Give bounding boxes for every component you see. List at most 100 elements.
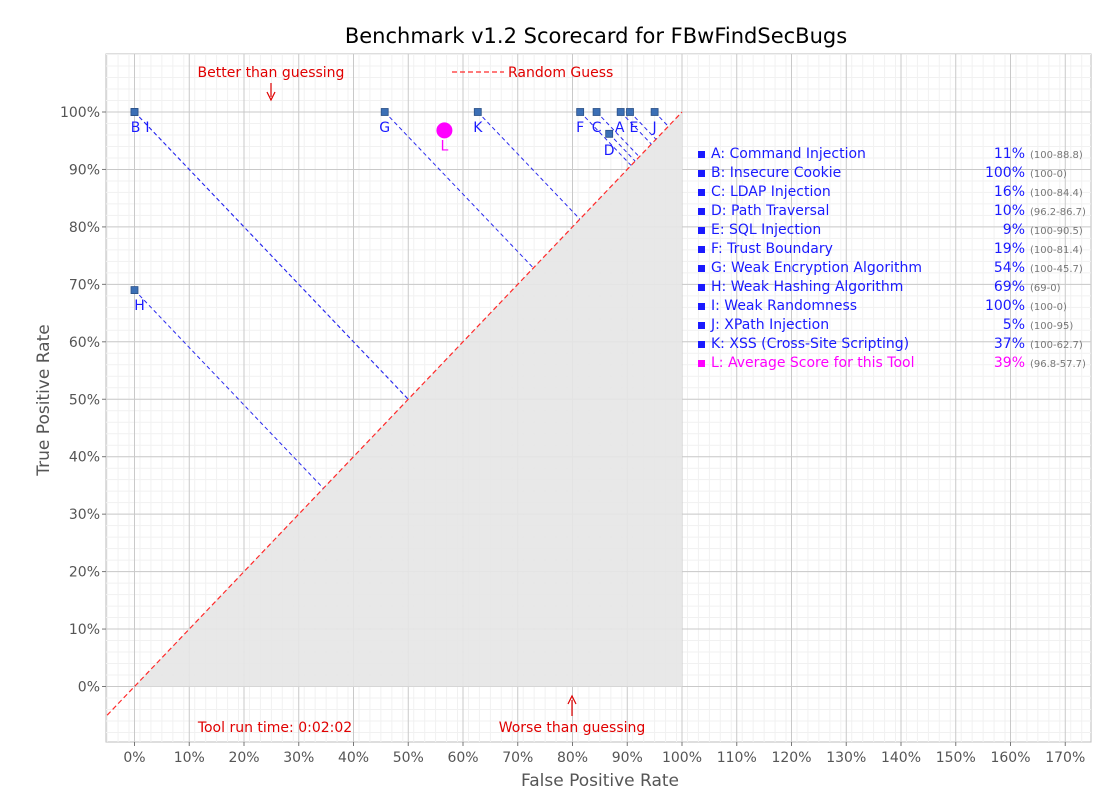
x-tick-label: 170% xyxy=(1045,750,1085,766)
x-tick-label: 10% xyxy=(174,750,205,766)
legend-item: B: Insecure Cookie 100% (100-0) xyxy=(698,165,1067,181)
x-tick-label: 60% xyxy=(447,750,478,766)
y-tick-label: 100% xyxy=(60,105,100,121)
x-tick-label: 140% xyxy=(881,750,921,766)
legend-range: (96.2-86.7) xyxy=(1030,207,1086,218)
projection-line-g xyxy=(384,111,534,269)
legend-item: L: Average Score for this Tool 39% (96.8-5… xyxy=(698,355,1086,371)
projection-line-e xyxy=(629,111,657,140)
y-tick-label: 20% xyxy=(69,565,100,581)
point-j xyxy=(650,108,659,116)
y-tick-label: 80% xyxy=(69,220,100,236)
legend-score: 10% xyxy=(994,203,1025,219)
legend-item: A: Command Injection 11% (100-88.8) xyxy=(698,146,1083,162)
chart-title: Benchmark v1.2 Scorecard for FBwFindSecB… xyxy=(345,24,847,48)
point-d xyxy=(605,129,614,138)
legend-label: E: SQL Injection xyxy=(711,222,821,238)
legend-range: (100-81.4) xyxy=(1030,245,1083,256)
random-guess-legend-label: Random Guess xyxy=(508,65,613,81)
x-tick-label: 110% xyxy=(717,750,757,766)
legend-range: (100-90.5) xyxy=(1030,226,1083,237)
x-tick-label: 160% xyxy=(990,750,1030,766)
legend-range: (100-62.7) xyxy=(1030,340,1083,351)
legend-marker xyxy=(698,189,705,196)
y-tick-label: 30% xyxy=(69,507,100,523)
legend-range: (100-45.7) xyxy=(1030,264,1083,275)
legend-score: 9% xyxy=(1003,222,1025,238)
legend-item: D: Path Traversal 10% (96.2-86.7) xyxy=(698,203,1086,219)
legend-label: D: Path Traversal xyxy=(711,203,829,219)
random-guess-legend: Random Guess xyxy=(452,65,613,81)
x-tick-label: 150% xyxy=(936,750,976,766)
point-label-b: B xyxy=(131,120,141,136)
legend-marker xyxy=(698,246,705,253)
legend-score: 39% xyxy=(994,355,1025,371)
legend-score: 11% xyxy=(994,146,1025,162)
point-label-k: K xyxy=(473,120,483,136)
point-i xyxy=(130,108,139,116)
x-tick-label: 90% xyxy=(612,750,643,766)
legend-marker xyxy=(698,341,705,348)
legend-item: F: Trust Boundary 19% (100-81.4) xyxy=(698,241,1083,257)
legend-marker xyxy=(698,170,705,177)
projection-line-k xyxy=(477,111,581,220)
tool-runtime-label: Tool run time: 0:02:02 xyxy=(197,720,352,736)
point-label-h: H xyxy=(134,298,145,314)
legend-label: C: LDAP Injection xyxy=(711,184,831,200)
random-guess-line xyxy=(106,111,683,716)
legend-score: 5% xyxy=(1003,317,1025,333)
projection-lines xyxy=(134,111,669,489)
legend-label: J: XPath Injection xyxy=(710,317,829,333)
x-tick-label: 40% xyxy=(338,750,369,766)
better-than-guessing-label: Better than guessing xyxy=(198,65,345,81)
legend-range: (69-0) xyxy=(1030,283,1061,294)
average-point xyxy=(436,122,453,139)
point-e xyxy=(626,108,634,116)
legend-item: J: XPath Injection 5% (100-95) xyxy=(698,317,1073,333)
point-k xyxy=(473,108,482,116)
legend-marker xyxy=(698,265,705,272)
point-label-c: C xyxy=(592,120,602,136)
legend-item: K: XSS (Cross-Site Scripting) 37% (100-62.… xyxy=(698,336,1083,352)
legend-marker xyxy=(698,360,705,367)
x-tick-label: 0% xyxy=(123,750,145,766)
legend-score: 100% xyxy=(985,165,1025,181)
x-axis-label: False Positive Rate xyxy=(521,771,679,791)
x-tick-label: 120% xyxy=(771,750,811,766)
legend-item: I: Weak Randomness 100% (100-0) xyxy=(698,298,1067,314)
category-legend: A: Command Injection 11% (100-88.8) B: Inse… xyxy=(698,146,1086,371)
y-tick-label: 40% xyxy=(69,450,100,466)
average-point-label: L xyxy=(441,138,449,154)
legend-range: (100-0) xyxy=(1030,169,1067,180)
point-label-a: A xyxy=(615,120,625,136)
point-label-d: D xyxy=(604,143,615,159)
y-tick-label: 60% xyxy=(69,335,100,351)
legend-item: H: Weak Hashing Algorithm 69% (69-0) xyxy=(698,279,1061,295)
legend-range: (100-88.8) xyxy=(1030,150,1083,161)
legend-label: G: Weak Encryption Algorithm xyxy=(711,260,922,276)
legend-label: H: Weak Hashing Algorithm xyxy=(711,279,903,295)
point-label-j: J xyxy=(652,120,657,136)
projection-line-i xyxy=(134,111,409,400)
legend-range: (100-95) xyxy=(1030,321,1073,332)
legend-item: G: Weak Encryption Algorithm 54% (100-45.7… xyxy=(698,260,1083,276)
legend-label: F: Trust Boundary xyxy=(711,241,833,257)
legend-range: (100-0) xyxy=(1030,302,1067,313)
x-tick-label: 50% xyxy=(393,750,424,766)
y-tick-label: 90% xyxy=(69,162,100,178)
point-h xyxy=(130,286,139,294)
legend-range: (100-84.4) xyxy=(1030,188,1083,199)
legend-range: (96.8-57.7) xyxy=(1030,359,1086,370)
legend-marker xyxy=(698,151,705,158)
legend-item: C: LDAP Injection 16% (100-84.4) xyxy=(698,184,1083,200)
x-tick-label: 20% xyxy=(228,750,259,766)
point-label-f: F xyxy=(576,120,584,136)
legend-score: 16% xyxy=(994,184,1025,200)
legend-marker xyxy=(698,208,705,215)
x-tick-label: 100% xyxy=(662,750,702,766)
point-label-i: I xyxy=(145,120,149,136)
legend-score: 54% xyxy=(994,260,1025,276)
legend-label: K: XSS (Cross-Site Scripting) xyxy=(711,336,909,352)
